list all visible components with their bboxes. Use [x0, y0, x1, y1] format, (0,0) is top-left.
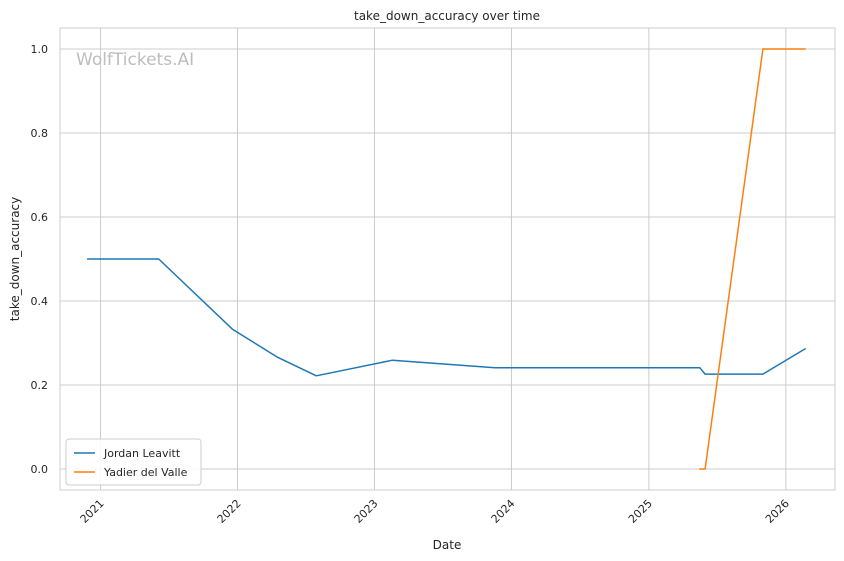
- x-tick-label: 2025: [626, 497, 655, 526]
- x-tick-label: 2021: [78, 497, 107, 526]
- plot-area: [60, 28, 835, 490]
- plot-frame: [59, 27, 836, 491]
- y-tick-label: 0.8: [31, 127, 49, 140]
- x-tick-label: 2026: [763, 497, 792, 526]
- x-tick-label: 2024: [489, 497, 518, 526]
- legend-label: Jordan Leavitt: [103, 447, 181, 460]
- x-tick-label: 2022: [215, 497, 244, 526]
- chart-title: take_down_accuracy over time: [354, 9, 540, 23]
- y-axis-title: take_down_accuracy: [8, 197, 22, 321]
- legend-box: [65, 438, 202, 486]
- y-tick-label: 0.6: [31, 211, 49, 224]
- y-tick-labels: 0.0 0.2 0.4 0.6 0.8 1.0: [31, 43, 49, 476]
- x-gridlines: [100, 28, 787, 490]
- y-tick-label: 0.0: [31, 463, 49, 476]
- series-layer: [87, 48, 807, 470]
- y-tick-label: 0.2: [31, 379, 49, 392]
- x-tick-labels: 2021 2022 2023 2024 2025 2026: [78, 497, 792, 526]
- series-line-1: [87, 258, 807, 377]
- x-axis-title: Date: [433, 538, 462, 552]
- legend-label: Yadier del Valle: [103, 466, 188, 479]
- x-tick-label: 2023: [352, 497, 381, 526]
- series-line-2: [699, 48, 806, 470]
- y-tick-label: 1.0: [31, 43, 49, 56]
- watermark: WolfTickets.AI: [76, 50, 194, 70]
- legend: Jordan Leavitt Yadier del Valle: [65, 438, 202, 486]
- y-tick-label: 0.4: [31, 295, 49, 308]
